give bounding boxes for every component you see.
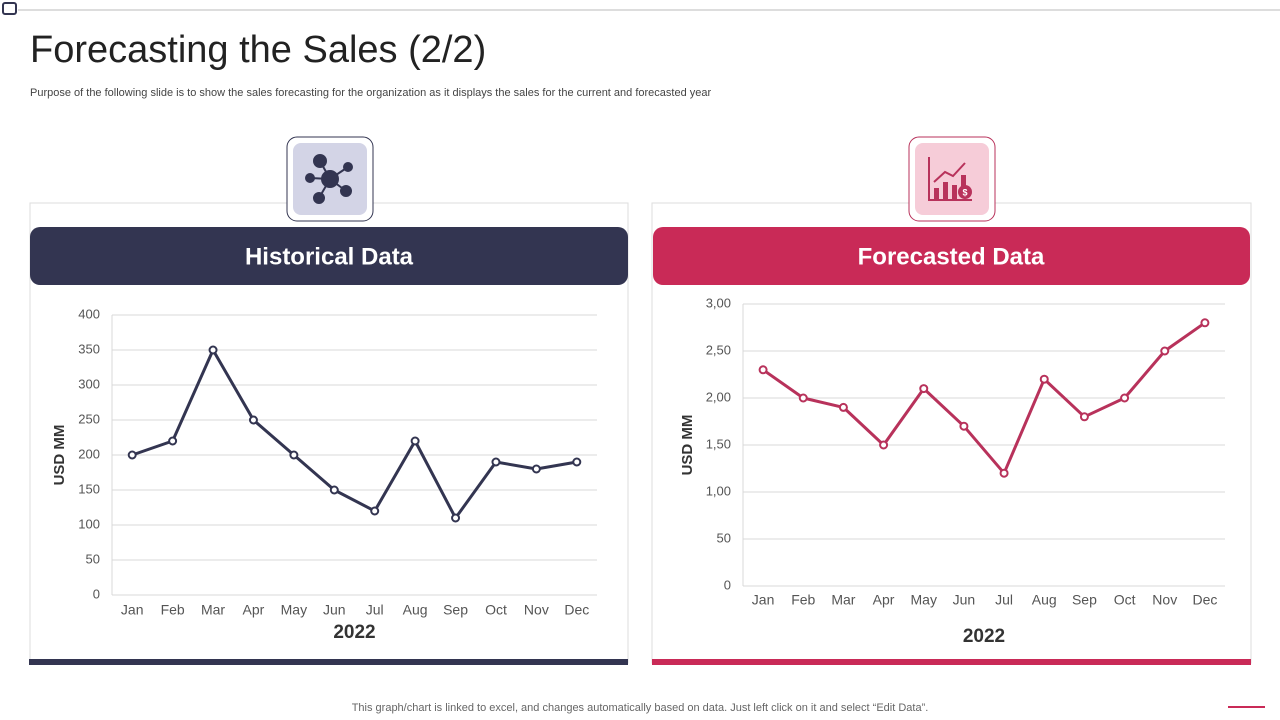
data-point <box>410 436 420 446</box>
x-tick-label: Jun <box>323 602 346 618</box>
x-tick-label: Jul <box>366 602 384 618</box>
x-tick-label: Feb <box>161 602 185 618</box>
data-point <box>572 457 582 467</box>
panel-title: Historical Data <box>245 243 414 270</box>
x-tick-label: Oct <box>1114 592 1136 608</box>
dollar-sign: $ <box>962 187 967 197</box>
panel-title: Forecasted Data <box>858 243 1045 270</box>
x-tick-label: Aug <box>1032 592 1057 608</box>
x-tick-label: Jan <box>121 602 144 618</box>
y-tick-label: 50 <box>717 530 731 545</box>
growth-icon <box>928 157 972 201</box>
data-point <box>491 457 501 467</box>
data-point <box>531 464 541 474</box>
x-tick-label: Dec <box>564 602 589 618</box>
data-line <box>762 321 1206 475</box>
data-point <box>959 421 969 431</box>
y-tick-label: 1,50 <box>706 436 731 451</box>
y-tick-label: 1,00 <box>706 483 731 498</box>
slide-title: Forecasting the Sales (2/2) <box>30 29 486 71</box>
slide-subtitle: Purpose of the following slide is to sho… <box>30 87 711 99</box>
y-tick-label: 300 <box>78 376 100 391</box>
x-tick-label: Dec <box>1192 592 1217 608</box>
y-tick-label: 2,50 <box>706 342 731 357</box>
x-tick-label: Aug <box>403 602 428 618</box>
y-tick-label: 400 <box>78 306 100 321</box>
x-tick-label: Apr <box>243 602 265 618</box>
y-tick-label: 250 <box>78 411 100 426</box>
x-tick-label: Oct <box>485 602 507 618</box>
x-tick-label: May <box>281 602 307 618</box>
data-point <box>168 436 178 446</box>
data-point <box>208 345 218 355</box>
x-tick-label: May <box>911 592 937 608</box>
data-point <box>370 506 380 516</box>
x-tick-label: Apr <box>873 592 895 608</box>
data-point <box>1120 393 1130 403</box>
data-point <box>838 402 848 412</box>
data-point <box>1079 412 1089 422</box>
data-point <box>798 393 808 403</box>
footer-note: This graph/chart is linked to excel, and… <box>352 702 929 714</box>
data-point <box>451 513 461 523</box>
data-line <box>131 348 578 520</box>
x-tick-label: Nov <box>524 602 549 618</box>
x-tick-label: Sep <box>443 602 468 618</box>
x-tick-label: Nov <box>1152 592 1177 608</box>
y-tick-label: 100 <box>78 516 100 531</box>
corner-icon <box>2 2 17 15</box>
y-tick-label: 150 <box>78 481 100 496</box>
data-point <box>127 450 137 460</box>
x-tick-label: Mar <box>831 592 855 608</box>
data-point <box>879 440 889 450</box>
data-point <box>1039 374 1049 384</box>
data-point <box>248 415 258 425</box>
icon-bg <box>915 143 989 215</box>
data-point <box>919 384 929 394</box>
x-tick-label: Jun <box>953 592 976 608</box>
x-tick-label: Feb <box>791 592 815 608</box>
network-icon <box>305 154 353 204</box>
y-tick-label: 0 <box>93 586 100 601</box>
y-tick-label: 350 <box>78 341 100 356</box>
y-axis-title: USD MM <box>51 425 68 486</box>
x-tick-label: Sep <box>1072 592 1097 608</box>
panel-header <box>653 227 1250 285</box>
panel-header <box>30 227 628 285</box>
y-tick-label: 3,00 <box>706 295 731 310</box>
y-tick-label: 50 <box>86 551 100 566</box>
x-tick-label: Jan <box>752 592 775 608</box>
x-axis-title: 2022 <box>333 622 375 643</box>
panel-footer-bar <box>652 659 1251 665</box>
y-tick-label: 2,00 <box>706 389 731 404</box>
x-axis-title: 2022 <box>963 626 1005 647</box>
y-tick-label: 0 <box>724 577 731 592</box>
panel-footer-bar <box>29 659 628 665</box>
data-point <box>1200 318 1210 328</box>
data-point <box>999 468 1009 478</box>
data-point <box>289 450 299 460</box>
x-tick-label: Jul <box>995 592 1013 608</box>
y-tick-label: 200 <box>78 446 100 461</box>
data-point <box>329 485 339 495</box>
data-point <box>758 365 768 375</box>
y-axis-title: USD MM <box>679 415 696 476</box>
data-point <box>1160 346 1170 356</box>
x-tick-label: Mar <box>201 602 225 618</box>
